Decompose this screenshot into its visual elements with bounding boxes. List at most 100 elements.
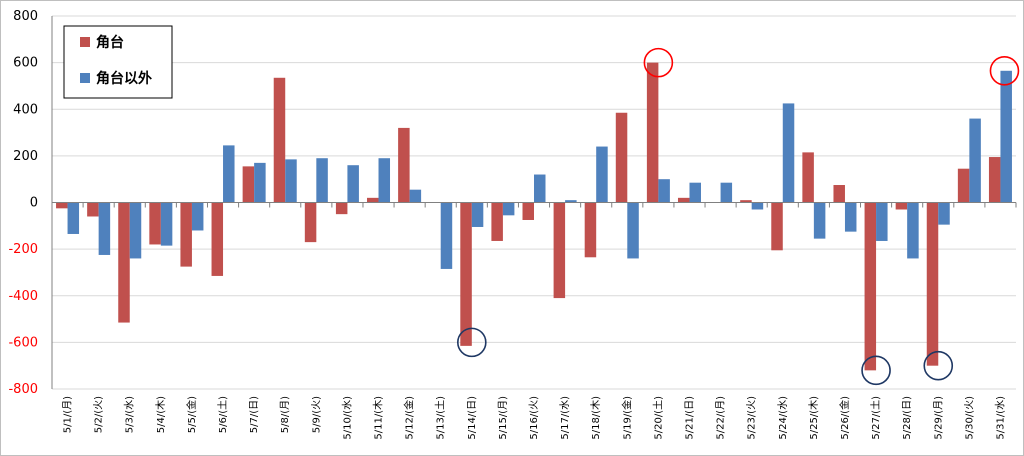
x-category-label: 5/9/(火): [310, 396, 322, 433]
bar-kakudai-30: [957, 168, 970, 203]
y-tick-label: 200: [13, 149, 38, 164]
bar-kakudai-other-15: [502, 202, 515, 216]
x-category-label: 5/10/(水): [341, 396, 353, 440]
x-category-label: 5/3/(水): [124, 396, 136, 433]
x-category-label: 5/28/(日): [902, 396, 913, 440]
legend-swatch-kakudai: [80, 37, 90, 47]
bar-kakudai-31: [988, 157, 1001, 203]
bar-kakudai-other-23: [751, 202, 764, 210]
bar-kakudai-18: [584, 202, 597, 258]
y-tick-label: -800: [8, 382, 38, 397]
bar-kakudai-other-13: [440, 202, 453, 269]
bar-kakudai-other-6: [223, 145, 235, 203]
y-tick-label: 400: [13, 102, 38, 117]
x-category-label: 5/11/(木): [373, 396, 385, 440]
x-category-label: 5/2/(火): [93, 396, 105, 433]
bar-kakudai-23: [740, 200, 752, 203]
x-category-label: 5/8/(月): [279, 396, 291, 433]
bar-kakudai-other-14: [471, 202, 484, 227]
bar-kakudai-other-18: [596, 146, 608, 203]
bar-kakudai-28: [895, 202, 908, 210]
bar-kakudai-26: [833, 185, 845, 203]
x-category-label: 5/1/(月): [62, 396, 74, 433]
x-category-label: 5/5/(金): [185, 396, 198, 433]
highlight-circle: [923, 350, 954, 381]
x-category-label: 5/21/(日): [684, 396, 695, 440]
bar-kakudai-other-17: [565, 200, 577, 203]
highlight-circle: [861, 355, 891, 386]
bar-kakudai-19: [615, 112, 628, 203]
bar-kakudai-other-28: [907, 202, 919, 259]
x-category-label: 5/4/(木): [155, 396, 167, 433]
y-tick-label: 800: [13, 9, 38, 24]
bar-kakudai-other-22: [720, 182, 733, 203]
bar-kakudai-other-16: [534, 174, 546, 203]
x-category-label: 5/23/(火): [746, 396, 758, 440]
bar-kakudai-other-9: [316, 158, 328, 203]
x-category-label: 5/22/(月): [715, 396, 727, 440]
bar-kakudai-27: [864, 202, 877, 371]
y-axis: -800 -600 -400 -200 0 200 400 600 800: [8, 9, 53, 397]
x-category-label: 5/12/(金): [403, 396, 416, 440]
x-category-label: 5/15/(月): [497, 396, 509, 440]
bar-kakudai-other-31: [1000, 70, 1012, 203]
bars: [56, 62, 1012, 371]
x-category-label: 5/19/(金): [620, 396, 633, 440]
bar-kakudai-other-26: [844, 202, 857, 232]
bar-kakudai-10: [335, 202, 348, 215]
bar-kakudai-other-8: [285, 159, 297, 203]
bar-kakudai-5: [180, 202, 192, 267]
bar-kakudai-3: [118, 202, 130, 323]
y-tick-label: -200: [8, 242, 38, 257]
bar-kakudai-25: [802, 152, 814, 203]
x-category-label: 5/29/(月): [932, 396, 944, 440]
y-tick-label: 0: [30, 196, 38, 211]
bar-kakudai-other-29: [938, 202, 950, 225]
bar-kakudai-other-4: [160, 202, 173, 246]
y-tick-label: 600: [13, 56, 38, 71]
x-category-label: 5/14/(日): [467, 396, 478, 440]
bar-kakudai-4: [149, 202, 161, 245]
x-category-label: 5/17/(水): [559, 396, 571, 440]
bar-kakudai-8: [273, 77, 286, 203]
legend-label-kakudai-other: 角台以外: [96, 70, 152, 87]
x-category-label: 5/20/(土): [651, 396, 664, 440]
bar-kakudai-other-12: [409, 189, 422, 203]
highlight-circle: [989, 55, 1020, 86]
bar-kakudai-29: [926, 202, 939, 366]
x-category-label: 5/31/(水): [994, 396, 1006, 440]
bar-kakudai-21: [677, 197, 690, 203]
x-category-label: 5/25/(木): [808, 396, 820, 440]
bar-kakudai-1: [56, 202, 68, 209]
highlight-circle: [643, 47, 674, 78]
legend: 角台 角台以外: [63, 25, 173, 99]
x-category-label: 5/18/(木): [590, 396, 602, 440]
bar-kakudai-other-24: [782, 103, 795, 203]
bar-kakudai-other-27: [876, 202, 888, 241]
bar-kakudai-15: [491, 202, 503, 241]
bar-kakudai-other-20: [658, 179, 670, 203]
bar-kakudai-11: [367, 197, 379, 203]
annotations: [457, 47, 1020, 386]
x-category-label: 5/30/(火): [963, 396, 975, 440]
bar-kakudai-16: [522, 202, 534, 220]
bar-kakudai-24: [771, 202, 783, 251]
bar-kakudai-17: [553, 202, 566, 299]
x-category-label: 5/27/(土): [869, 396, 882, 440]
gridlines: [52, 15, 1016, 390]
bar-kakudai-9: [304, 202, 317, 243]
x-category-label: 5/6/(土): [216, 396, 229, 433]
highlight-circle: [457, 327, 487, 358]
y-tick-label: -400: [8, 289, 38, 304]
bar-kakudai-14: [460, 202, 472, 346]
x-category-label: 5/13/(土): [434, 396, 447, 440]
bar-kakudai-other-25: [813, 202, 826, 239]
bar-kakudai-other-3: [129, 202, 142, 259]
x-category-label: 5/24/(水): [777, 396, 789, 440]
bar-kakudai-other-19: [627, 202, 639, 259]
bar-kakudai-other-1: [67, 202, 80, 234]
x-axis: 5/1/(月) 5/2/(火) 5/3/(水) 5/4/(木) 5/5/(金) 5/6/(…: [51, 202, 1017, 440]
x-category-label: 5/7/(日): [249, 396, 260, 433]
